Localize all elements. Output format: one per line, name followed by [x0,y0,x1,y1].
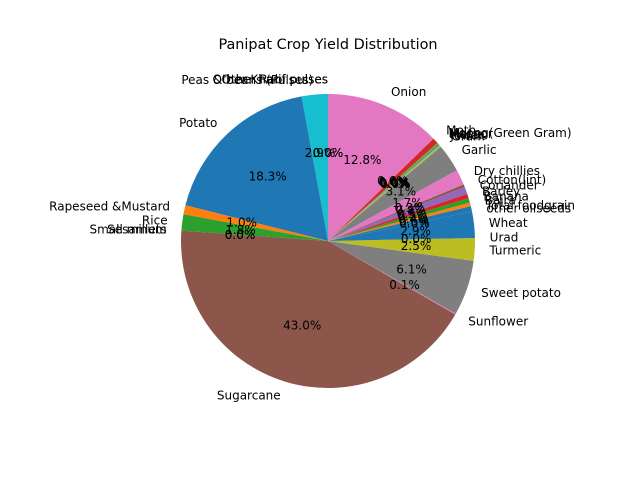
category-label-sunflower: Sunflower [468,314,528,328]
percent-label-sunflower: 0.1% [389,278,420,292]
pie-slice-rice [181,214,328,241]
category-label-rapeseed-mustard: Rapeseed &Mustard [49,200,170,214]
pie-slices [180,93,475,389]
category-label-barley: Barley [482,185,520,199]
category-label-total-foodgrain: Total foodgrain [485,199,575,213]
pie-slice-potato [185,96,328,241]
pie-slice-onion [328,93,434,241]
category-label-maize: Maize [450,128,485,142]
pie-slice-moth [328,138,438,241]
chart-title: Panipat Crop Yield Distribution [218,37,437,53]
percent-label-garlic: 3.1% [386,184,417,198]
pie-slice-gram [328,145,441,241]
category-label-wheat: Wheat [489,216,528,230]
pie-slice-masoor [328,143,439,241]
category-label-moth: Moth [446,124,476,138]
category-label-peas-beans-pulses: Peas & beans (Pulses) [181,73,313,87]
percent-label-bajra: 0.4% [398,212,429,226]
percent-label-gram: 0.0% [380,177,411,191]
pie-slice-jowar [328,144,440,241]
percent-label-banana: 0.5% [398,210,429,224]
category-labels: Peas & beans (Pulses) Potato Rapeseed &Mus… [49,72,575,402]
pie-slice-dry-chillies [328,170,464,241]
percent-label-other-rabi-pulses: 0.0% [313,146,344,160]
pie-slice-peas-beans-pulses [301,93,328,241]
percent-label-onion: 12.8% [343,153,381,167]
category-label-onion: Onion [391,85,426,99]
percent-label-total-foodgrain: 0.6% [399,215,430,229]
category-label-urad: Urad [490,231,519,245]
category-label-other-oilseeds: other oilseeds [486,202,571,216]
pie-slice-cotton-lint [328,184,465,241]
percent-label-small-millets: 0.0% [225,228,256,242]
percent-label-turmeric: 2.5% [401,239,432,253]
category-label-other-rabi-pulses: Other Rabi pulses [221,72,328,86]
category-label-sweet-potato: Sweet potato [481,286,561,300]
category-label-other-kharif-pulses: Other Kharif pulses [213,72,328,86]
category-label-small-millets: Small millets [90,223,167,237]
category-label-coriander: Coriander [480,178,539,192]
category-label-dry-chillies: Dry chillies [474,164,540,178]
percent-label-masoor: 0.0% [379,176,410,190]
category-label-potato: Potato [179,116,217,130]
pie-slice-bajra [328,202,471,241]
category-label-gram: Gram [451,130,484,144]
percent-label-potato: 18.3% [249,170,287,184]
pie-slice-garlic [328,146,457,241]
percent-label-sugarcane: 43.0% [283,318,321,332]
percent-label-urad: 0.0% [401,232,432,246]
pie-slice-turmeric [328,238,475,261]
pie-slice-rapeseed-mustard [183,205,328,241]
pie-slice-coriander [328,186,468,241]
percent-label-rice: 1.8% [225,223,256,237]
category-label-moong-green-gram: Moong(Green Gram) [449,126,572,140]
percent-label-coriander: 0.8% [396,204,427,218]
percent-label-sweet-potato: 6.1% [396,262,427,276]
category-label-jowar: Jowar [450,128,484,142]
percent-label-wheat: 2.9% [400,224,431,238]
pie-slice-wheat [328,211,475,241]
percent-label-jowar: 0.0% [380,176,411,190]
category-label-sesamum: Sesamum [107,223,167,237]
percent-label-barley: 0.5% [397,207,428,221]
percent-label-cotton-lint: 0.3% [394,201,425,215]
percent-label-other-kharif-pulses: 0.0% [313,146,344,160]
category-label-rice: Rice [142,214,168,228]
percent-label-peas-beans-pulses: 2.9% [305,146,336,160]
pie-slice-banana [328,198,470,241]
pie-slice-sunflower [328,241,456,315]
category-label-garlic: Garlic [462,143,497,157]
percent-label-maize: 0.0% [379,176,410,190]
category-label-masoor: Masoor [449,127,493,141]
pie-slice-sugarcane [180,230,456,389]
category-label-bajra: Bajra [485,194,516,208]
category-label-sugarcane: Sugarcane [217,389,281,403]
category-label-banana: Banana [483,189,529,203]
percent-label-moong-green-gram: 0.0% [378,175,409,189]
percent-label-moth: 0.6% [377,174,408,188]
percent-label-other-oilseeds: 0.0% [399,216,430,230]
pie-slice-moong-green-gram [328,142,438,241]
category-label-turmeric: Turmeric [488,243,541,257]
category-label-cotton-lint: Cotton(lint) [478,173,546,187]
percent-label-sesamum: 0.0% [225,228,256,242]
pie-slice-sweet-potato [328,241,474,314]
pie-slice-total-foodgrain [328,206,473,241]
pie-slice-maize [328,144,440,241]
percent-label-dry-chillies: 1.7% [392,196,423,210]
percent-label-rapeseed-mustard: 1.0% [227,215,258,229]
pie-slice-barley [328,193,469,241]
percent-labels: 2.9%18.3%1.0%1.8%0.0%0.0%43.0%0.1%6.1%2.… [225,146,432,333]
